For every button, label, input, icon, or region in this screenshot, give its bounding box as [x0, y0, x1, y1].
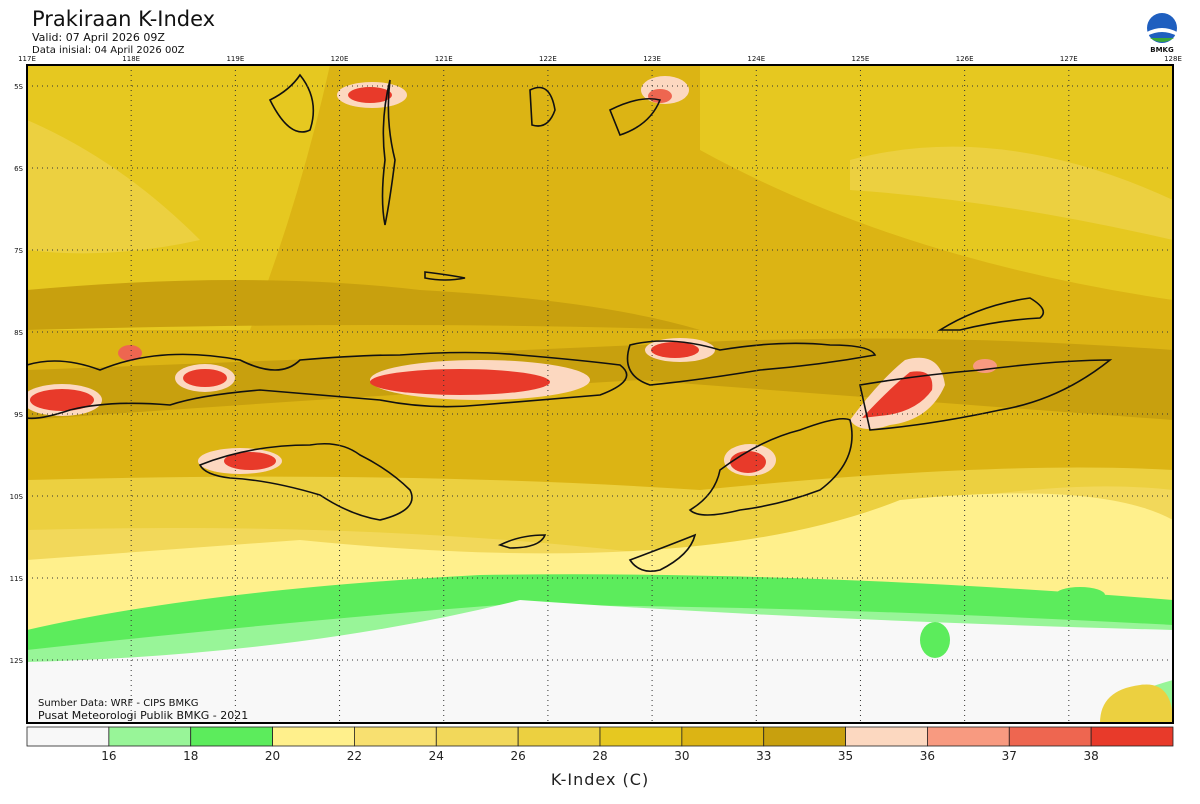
colorbar-tick-label: 30 — [674, 749, 689, 763]
credit: Pusat Meteorologi Publik BMKG - 2021 — [38, 709, 248, 722]
lon-label: 117E — [18, 55, 36, 63]
lon-label: 122E — [539, 55, 557, 63]
colorbar-bin — [763, 726, 846, 747]
colorbar-bin — [517, 726, 601, 747]
valid-time: Valid: 07 April 2026 09Z — [32, 31, 165, 44]
colorbar-bin — [845, 726, 928, 747]
title: Prakiraan K-Index — [32, 7, 215, 31]
lon-label: 119E — [226, 55, 244, 63]
colorbar-bin — [26, 726, 110, 747]
lon-label: 118E — [122, 55, 140, 63]
colorbar-bin — [272, 726, 355, 747]
colorbar-label: K-Index (C) — [551, 770, 649, 789]
lat-label: 11S — [10, 575, 24, 583]
init-time: Data inisial: 04 April 2026 00Z — [32, 45, 185, 56]
lon-label: 125E — [852, 55, 870, 63]
logo-text: BMKG — [1150, 46, 1174, 54]
colorbar-tick-label: 20 — [265, 749, 280, 763]
colorbar-tick-label: 38 — [1084, 749, 1099, 763]
colorbar: 16 18 20 22 24 26 28 30 33 35 36 37 38 — [26, 726, 1174, 763]
lat-label: 12S — [10, 657, 24, 665]
lat-label: 7S — [14, 247, 23, 255]
lon-label: 120E — [331, 55, 349, 63]
lon-label: 121E — [435, 55, 453, 63]
colorbar-bin — [190, 726, 273, 747]
colorbar-tick-label: 16 — [101, 749, 116, 763]
lon-label: 124E — [747, 55, 765, 63]
source: Sumber Data: WRF - CIPS BMKG — [38, 698, 198, 709]
coastlines — [27, 73, 1113, 573]
lat-label: 6S — [14, 165, 23, 173]
lat-label: 9S — [14, 411, 23, 419]
colorbar-tick-label: 22 — [347, 749, 362, 763]
lon-label: 123E — [643, 55, 661, 63]
map-field — [27, 65, 1173, 723]
colorbar-tick-label: 28 — [592, 749, 607, 763]
colorbar-bin — [599, 726, 683, 747]
colorbar-tick-label: 36 — [920, 749, 935, 763]
map-frame — [26, 64, 1174, 724]
colorbar-bin — [681, 726, 765, 747]
colorbar-bin — [1090, 726, 1174, 747]
lon-label: 126E — [956, 55, 974, 63]
colorbar-tick-label: 24 — [429, 749, 444, 763]
lon-label: 127E — [1060, 55, 1078, 63]
lat-label: 8S — [14, 329, 23, 337]
high-k-cells — [27, 76, 1105, 658]
colorbar-bin — [354, 726, 437, 747]
colorbar-bin — [1008, 726, 1092, 747]
colorbar-tick-label: 35 — [838, 749, 853, 763]
graticule — [27, 65, 1173, 723]
lat-label: 10S — [10, 493, 24, 501]
colorbar-tick-label: 37 — [1002, 749, 1017, 763]
colorbar-bin — [108, 726, 192, 747]
logo: BMKG — [1147, 13, 1177, 54]
colorbar-tick-label: 26 — [511, 749, 526, 763]
colorbar-tick-label: 18 — [183, 749, 198, 763]
axis-labels: 117E 118E 119E 120E 121E 122E 123E 124E 125E 126E… — [10, 55, 1182, 665]
lat-label: 5S — [14, 83, 23, 91]
colorbar-bin — [927, 726, 1010, 747]
colorbar-bin — [435, 726, 519, 747]
colorbar-tick-label: 33 — [756, 749, 771, 763]
lon-label: 128E — [1164, 55, 1182, 63]
